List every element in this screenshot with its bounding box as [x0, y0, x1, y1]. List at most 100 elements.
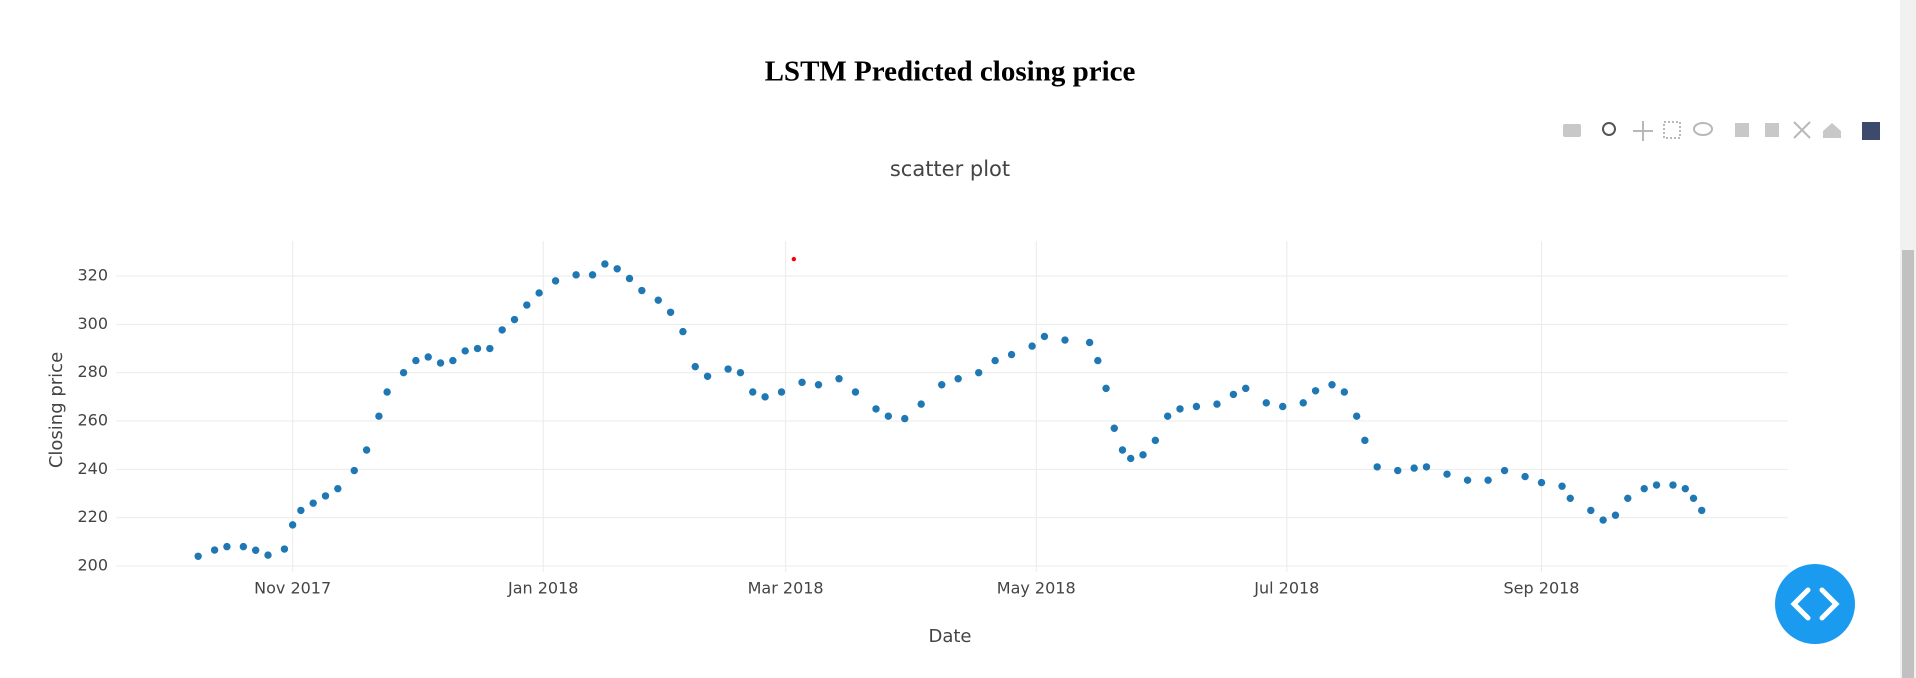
data-point [264, 551, 272, 559]
data-point [1681, 484, 1689, 493]
data-point [691, 362, 699, 371]
data-point [1587, 506, 1595, 515]
data-point [523, 301, 531, 309]
data-point [1311, 387, 1320, 395]
data-point [1299, 399, 1307, 407]
reset-button[interactable] [1823, 123, 1841, 138]
data-point [1640, 484, 1648, 493]
plotly-logo[interactable] [1862, 122, 1880, 140]
data-point [1361, 436, 1369, 445]
data-point [399, 368, 408, 377]
data-point [223, 542, 231, 551]
data-point [884, 412, 893, 420]
data-point [375, 412, 383, 420]
y-tick-label: 300 [77, 314, 108, 333]
data-point [498, 326, 506, 334]
x-tick-label: Nov 2017 [254, 579, 331, 598]
data-point [1652, 481, 1661, 489]
data-point [1521, 472, 1529, 481]
data-point [572, 271, 580, 279]
data-point [1085, 338, 1094, 347]
data-point [473, 344, 482, 353]
data-point [917, 400, 925, 408]
scrollbar-thumb[interactable] [1902, 250, 1914, 678]
chart-subtitle: scatter plot [890, 157, 1010, 181]
box-select-button[interactable] [1663, 121, 1681, 139]
data-point [461, 347, 469, 355]
data-point [309, 499, 317, 507]
data-point [638, 286, 646, 295]
data-point [1242, 384, 1250, 393]
data-point [1611, 511, 1620, 519]
data-point [736, 368, 745, 377]
data-point [1061, 336, 1069, 344]
data-point [749, 388, 757, 396]
data-point [350, 466, 358, 475]
data-point [1110, 424, 1118, 432]
data-point [1007, 350, 1016, 359]
camera-button[interactable] [1563, 124, 1581, 137]
data-point [1624, 494, 1632, 503]
data-point [551, 277, 560, 285]
code-button-circle[interactable] [1775, 564, 1855, 644]
pan-button[interactable] [1633, 121, 1653, 141]
data-point [1500, 466, 1509, 475]
data-point [1192, 402, 1201, 411]
data-point [1463, 476, 1472, 484]
y-tick-label: 220 [77, 507, 108, 526]
page-title: LSTM Predicted closing price [765, 56, 1136, 88]
data-point [412, 356, 420, 365]
data-point [954, 375, 962, 383]
data-point [535, 289, 543, 297]
data-point [703, 372, 712, 380]
data-point [1422, 463, 1431, 471]
data-point [510, 315, 519, 324]
data-point [1689, 494, 1698, 503]
data-point [588, 271, 597, 279]
code-button[interactable] [1775, 564, 1855, 644]
y-tick-label: 240 [77, 459, 108, 478]
data-point [1537, 478, 1546, 487]
zoom-out-button[interactable] [1765, 123, 1779, 137]
data-point [1102, 384, 1110, 393]
data-point [872, 405, 880, 413]
data-point [1040, 332, 1049, 341]
zoom-button[interactable] [1602, 122, 1616, 136]
data-point [814, 381, 823, 389]
data-point [791, 256, 797, 262]
data-point [424, 353, 432, 361]
zoom-in-button[interactable] [1735, 123, 1749, 137]
data-point [321, 492, 330, 500]
data-point [1599, 516, 1607, 524]
data-point [625, 274, 634, 283]
data-point [613, 265, 621, 273]
code-icon [1790, 587, 1840, 621]
data-point [1328, 381, 1336, 389]
data-point [1340, 388, 1349, 396]
data-point [383, 388, 391, 396]
data-point [1176, 405, 1184, 413]
data-point [1118, 446, 1127, 454]
data-point [1213, 400, 1221, 408]
data-point [1698, 506, 1706, 515]
data-point [1279, 402, 1287, 411]
data-point [288, 521, 297, 529]
lasso-button[interactable] [1693, 122, 1713, 136]
autoscale-button[interactable] [1793, 121, 1811, 139]
data-point [1443, 470, 1451, 478]
data-point [1229, 390, 1238, 399]
data-point [280, 545, 289, 553]
data-point [851, 388, 860, 396]
data-point [901, 414, 909, 423]
y-tick-label: 260 [77, 410, 108, 429]
data-point [251, 546, 260, 554]
data-point [1566, 494, 1574, 503]
data-point [239, 542, 248, 551]
y-tick-label: 200 [77, 555, 108, 574]
data-point [601, 260, 609, 268]
data-point [1262, 399, 1270, 407]
data-point [798, 378, 806, 387]
data-point [777, 388, 786, 396]
data-point [1410, 464, 1418, 472]
